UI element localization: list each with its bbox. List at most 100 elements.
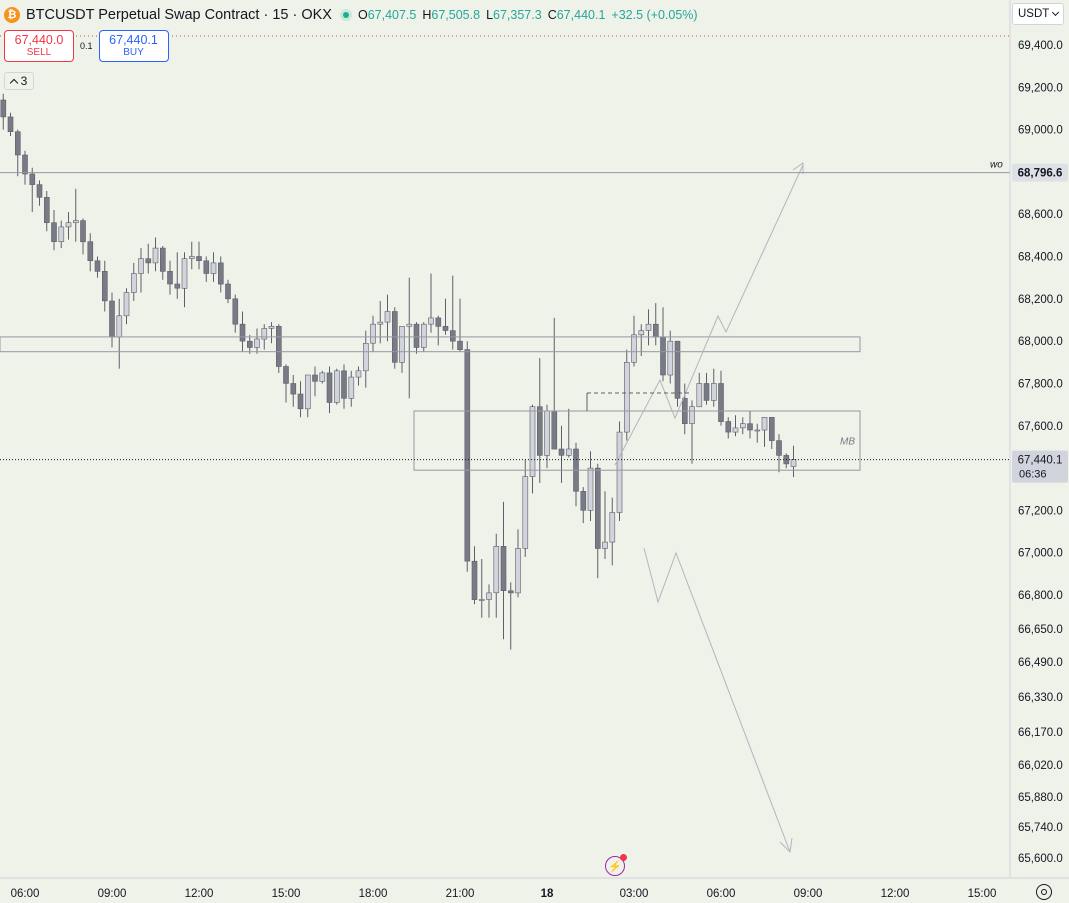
candle[interactable] (674, 340, 681, 407)
candle[interactable] (232, 294, 239, 333)
candle[interactable] (116, 298, 123, 369)
candle[interactable] (493, 533, 500, 618)
currency-selector[interactable]: USDT (1012, 3, 1064, 25)
candle[interactable] (558, 425, 565, 483)
candle[interactable] (297, 381, 304, 418)
sell-button[interactable]: 67,440.0 SELL (4, 30, 74, 62)
candle[interactable] (478, 559, 485, 618)
candle[interactable] (152, 237, 159, 272)
candle[interactable] (602, 491, 608, 559)
candle[interactable] (73, 188, 79, 242)
symbol-title[interactable]: BTCUSDT Perpetual Swap Contract · 15 · O… (26, 7, 332, 23)
candle[interactable] (319, 370, 326, 384)
candle[interactable] (660, 307, 666, 382)
candle[interactable] (22, 150, 28, 185)
candle[interactable] (587, 451, 594, 521)
candle[interactable] (725, 417, 732, 439)
candle[interactable] (384, 294, 391, 342)
candle[interactable] (333, 368, 340, 405)
candle[interactable] (442, 298, 449, 335)
zone-rectangle[interactable] (0, 336, 861, 353)
price-scale-background[interactable] (1010, 0, 1069, 878)
candle[interactable] (515, 529, 521, 598)
candle[interactable] (370, 315, 376, 352)
candle[interactable] (667, 330, 674, 384)
candle[interactable] (131, 262, 137, 301)
candle[interactable] (87, 233, 94, 272)
candle[interactable] (181, 252, 188, 308)
candle[interactable] (471, 546, 478, 605)
candle[interactable] (0, 93, 7, 130)
candle[interactable] (551, 317, 558, 450)
candle[interactable] (747, 411, 753, 439)
candle[interactable] (167, 260, 173, 295)
candle[interactable] (500, 501, 507, 640)
candle[interactable] (580, 487, 587, 524)
candle[interactable] (254, 328, 260, 354)
candle[interactable] (776, 434, 782, 473)
candle[interactable] (196, 241, 202, 270)
candle[interactable] (355, 366, 362, 386)
candle[interactable] (43, 191, 50, 232)
candle[interactable] (689, 400, 695, 464)
candle[interactable] (123, 288, 130, 325)
candle[interactable] (457, 298, 463, 352)
candle[interactable] (573, 442, 579, 507)
candle[interactable] (739, 417, 746, 435)
candle[interactable] (652, 303, 659, 346)
candle[interactable] (312, 366, 318, 397)
candle[interactable] (609, 497, 616, 566)
candle[interactable] (616, 421, 623, 522)
candle[interactable] (631, 315, 637, 367)
candle[interactable] (247, 334, 253, 354)
candle[interactable] (109, 292, 115, 348)
candle[interactable] (268, 322, 275, 344)
candle[interactable] (565, 408, 572, 458)
candle[interactable] (290, 375, 297, 407)
candle[interactable] (399, 325, 405, 373)
candle[interactable] (449, 275, 456, 350)
candle[interactable] (428, 273, 434, 333)
candle[interactable] (522, 459, 529, 557)
candle[interactable] (718, 370, 724, 426)
market-open-icon[interactable] (339, 9, 352, 21)
candle[interactable] (15, 129, 21, 177)
candle[interactable] (594, 463, 601, 579)
candle[interactable] (210, 252, 217, 282)
candle[interactable] (58, 220, 65, 249)
candle[interactable] (406, 277, 413, 399)
candle[interactable] (638, 324, 645, 356)
candle[interactable] (377, 301, 384, 344)
candle[interactable] (486, 584, 492, 618)
indicators-toggle-button[interactable]: 3 (4, 72, 34, 90)
candle[interactable] (283, 364, 289, 403)
candle[interactable] (732, 415, 739, 437)
buy-button[interactable]: 67,440.1 BUY (98, 30, 169, 62)
candle[interactable] (413, 322, 420, 354)
lightning-icon[interactable]: ⚡ (605, 854, 627, 876)
candle[interactable] (696, 372, 703, 408)
candle[interactable] (783, 453, 790, 469)
candle[interactable] (138, 248, 144, 293)
candle[interactable] (754, 423, 761, 443)
candle[interactable] (189, 241, 195, 270)
candle[interactable] (225, 279, 231, 304)
candle[interactable] (645, 309, 652, 346)
candle[interactable] (326, 366, 333, 414)
candle[interactable] (65, 212, 72, 240)
candle[interactable] (239, 311, 246, 352)
candle[interactable] (94, 256, 101, 278)
candle[interactable] (174, 252, 181, 299)
candle[interactable] (80, 218, 86, 255)
candle[interactable] (145, 243, 152, 274)
candle[interactable] (36, 180, 43, 206)
candle[interactable] (761, 416, 768, 447)
candle[interactable] (768, 416, 775, 449)
candle[interactable] (51, 210, 57, 251)
candle[interactable] (464, 341, 471, 572)
candle[interactable] (529, 404, 536, 494)
gear-icon[interactable] (1036, 884, 1052, 900)
candle[interactable] (203, 256, 210, 282)
candle[interactable] (623, 349, 630, 441)
